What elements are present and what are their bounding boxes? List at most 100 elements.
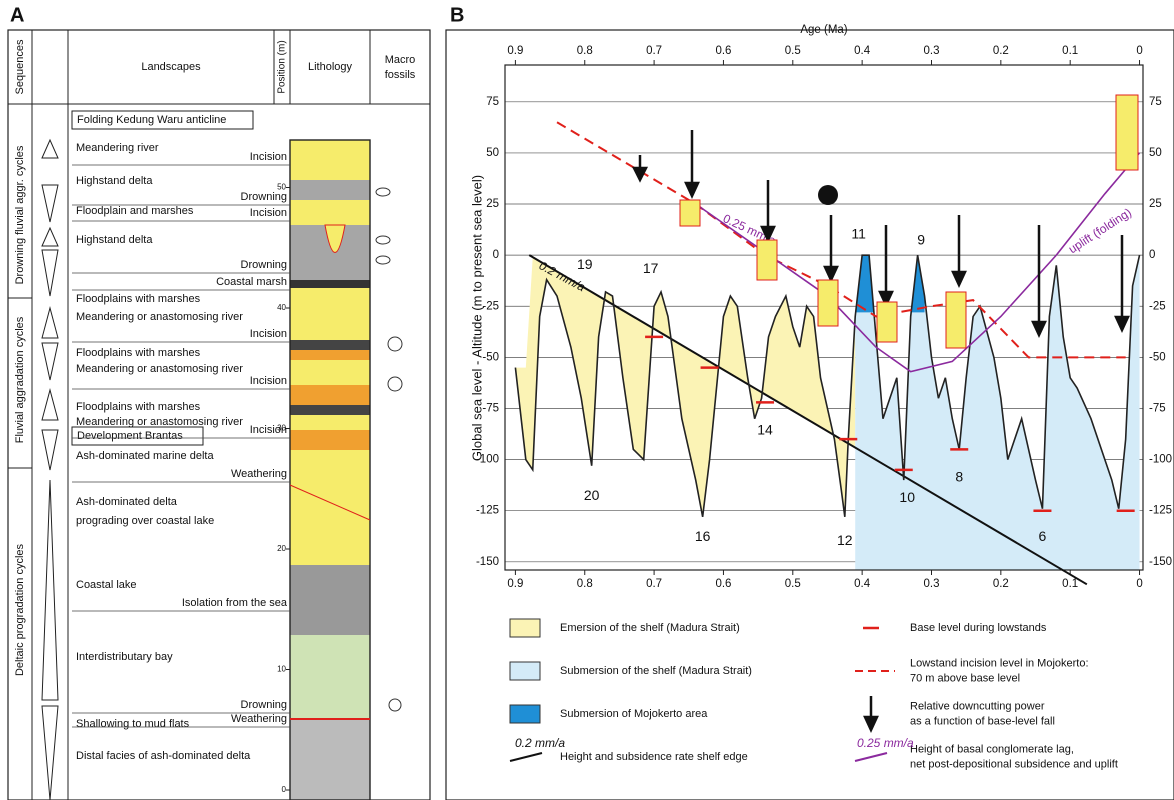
landscape-label: Meandering or anastomosing river [76,311,243,323]
event-label: Drowning [241,699,287,711]
legend-label: Submersion of the shelf (Madura Strait) [560,665,752,677]
landscape-label: Coastal lake [76,579,137,591]
legend-rate: 0.2 mm/a [515,736,565,750]
cycle-number: 16 [695,528,711,544]
panel-label: A [10,4,24,26]
landscape-label: Meandering or anastomosing river [76,363,243,375]
x-tick-label: 0.1 [1062,578,1078,590]
landscape-label: Distal facies of ash-dominated delta [76,750,251,762]
position-tick-label: 40 [277,303,286,312]
x-tick-label: 0.4 [854,578,871,590]
landscape-label: Meandering river [76,142,159,154]
x-tick-label: 0.8 [577,45,593,57]
y2-tick-label: 25 [1149,198,1162,210]
y2-tick-label: 75 [1149,96,1162,108]
y-tick-label: 25 [486,198,499,210]
legend-swatch [509,704,541,724]
y-tick-label: -125 [476,505,499,517]
shelf-edge-line [528,254,1088,586]
y2-tick-label: 0 [1149,249,1155,261]
event-label: Weathering [231,468,287,480]
x-tick-label: 0.9 [507,578,523,590]
submersion-area [855,255,1140,570]
boxed-label: Development Brantas [77,430,183,442]
landscape-label: Ash-dominated delta [76,496,178,508]
cycle-number: 8 [955,469,963,485]
x-tick-label: 0.3 [923,45,939,57]
cycle-number: 12 [837,532,853,548]
x-tick-label: 0.3 [923,578,939,590]
x-tick-label: 0.5 [785,578,801,590]
y-axis-title: Global sea level - Altitude (m to presen… [469,175,484,461]
x-tick-label: 0.4 [854,45,871,57]
plot-frame [504,64,1144,571]
y-tick-label: -150 [476,556,499,568]
cycle-number: 14 [757,422,773,438]
position-tick-label: 20 [277,544,286,553]
y-tick-label: -100 [476,454,499,466]
panel-b: B Age (Ma) Global sea level - Altitude (… [445,4,1174,800]
sea-level-line [514,254,1141,517]
x-tick-label: 0 [1136,45,1142,57]
box [71,110,254,130]
legend-label: net post-depositional subsidence and upl… [910,758,1118,770]
x-tick-label: 0.2 [993,45,1009,57]
cycle-number: 19 [577,256,593,272]
event-label: Incision [250,424,287,436]
x-tick-label: 0.6 [715,45,731,57]
landscape-label: Interdistributary bay [76,651,173,663]
x-tick-label: 0.8 [577,578,593,590]
conglomerate-line [695,152,1141,373]
landscape-label: Meandering or anastomosing river [76,416,243,428]
header: Sequences [14,39,26,95]
panel-a: A Sequences Landscapes Position (m) Lith… [7,4,431,800]
x-tick-label: 0.1 [1062,45,1078,57]
x-tick-label: 0.9 [507,45,523,57]
legend-label: Height and subsidence rate shelf edge [560,751,748,763]
cycle-number: 17 [643,260,659,276]
y2-tick-label: -50 [1149,351,1166,363]
event-label: Weathering [231,713,287,725]
legend-label: Relative downcutting power [910,700,1045,712]
landscape-label: Floodplains with marshes [76,401,201,413]
panel-frame [445,29,1174,800]
sequence-label: Deltaic progradation cycles [14,543,26,676]
cycle-number: 11 [851,225,866,241]
y-tick-label: -50 [482,351,499,363]
y2-tick-label: -150 [1149,556,1172,568]
header: fossils [385,69,416,81]
box [71,426,204,446]
landscape-label: Ash-dominated marine delta [76,450,214,462]
annotations [631,94,1139,349]
header: Position (m) [277,40,288,93]
event-label: Drowning [241,259,287,271]
landscape-label: Shallowing to mud flats [76,718,190,730]
header: Lithology [308,61,353,73]
panel-label: B [450,4,464,26]
y-tick-label: 75 [486,96,499,108]
legend-label: Base level during lowstands [910,622,1047,634]
cycle-number: 20 [584,487,600,503]
x-tick-label: 0 [1136,578,1142,590]
legend: Emersion of the shelf (Madura Strait) Sub… [509,618,1118,770]
legend-swatch [863,696,879,733]
cycle-number: 10 [899,489,915,505]
lithology-column [289,139,371,800]
y2-tick-label: -125 [1149,505,1172,517]
position-tick-label: 0 [282,785,287,794]
y-tick-label: -75 [482,403,499,415]
landscape-label: Highstand delta [76,234,153,246]
y-tick-label: 0 [493,249,499,261]
header: Macro [385,54,416,66]
event-label: Isolation from the sea [182,597,288,609]
legend-label: Lowstand incision level in Mojokerto: [910,657,1089,669]
legend-swatch [509,618,541,638]
x-tick-label: 0.7 [646,45,662,57]
sequence-label: Drowning fluvial aggr. cycles [14,145,26,284]
panel-frame [7,29,431,800]
y2-tick-label: -100 [1149,454,1172,466]
landscape-label: Highstand delta [76,175,153,187]
cycle-number: 9 [917,232,925,248]
landscape-label: prograding over coastal lake [76,515,214,527]
